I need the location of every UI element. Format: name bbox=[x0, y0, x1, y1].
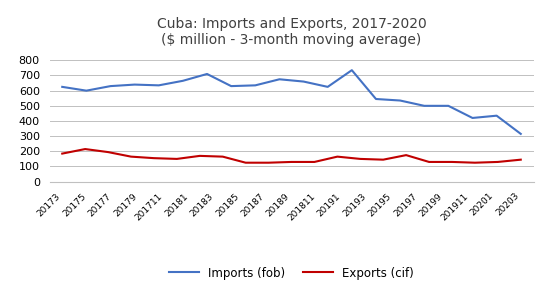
Line: Imports (fob): Imports (fob) bbox=[62, 70, 521, 134]
Exports (cif) bbox=[265, 161, 272, 164]
Imports (fob) bbox=[59, 85, 65, 88]
Legend: Imports (fob), Exports (cif): Imports (fob), Exports (cif) bbox=[164, 262, 419, 285]
Imports (fob) bbox=[324, 85, 331, 88]
Imports (fob) bbox=[156, 84, 162, 87]
Imports (fob) bbox=[252, 84, 258, 87]
Imports (fob) bbox=[276, 78, 283, 81]
Imports (fob) bbox=[469, 116, 476, 120]
Imports (fob) bbox=[493, 114, 500, 117]
Imports (fob) bbox=[300, 80, 307, 83]
Imports (fob) bbox=[349, 69, 355, 72]
Exports (cif) bbox=[426, 160, 432, 164]
Imports (fob) bbox=[131, 83, 138, 86]
Exports (cif) bbox=[105, 150, 112, 154]
Exports (cif) bbox=[449, 160, 455, 164]
Exports (cif) bbox=[403, 153, 409, 157]
Exports (cif) bbox=[357, 157, 364, 161]
Title: Cuba: Imports and Exports, 2017-2020
($ million - 3-month moving average): Cuba: Imports and Exports, 2017-2020 ($ … bbox=[157, 17, 426, 47]
Exports (cif) bbox=[288, 160, 295, 164]
Exports (cif) bbox=[59, 152, 65, 155]
Exports (cif) bbox=[334, 155, 340, 159]
Exports (cif) bbox=[243, 161, 249, 164]
Exports (cif) bbox=[518, 158, 524, 161]
Exports (cif) bbox=[128, 155, 134, 159]
Imports (fob) bbox=[445, 104, 452, 108]
Exports (cif) bbox=[151, 156, 157, 160]
Imports (fob) bbox=[373, 97, 380, 101]
Imports (fob) bbox=[421, 104, 427, 108]
Exports (cif) bbox=[174, 157, 180, 161]
Imports (fob) bbox=[397, 99, 403, 102]
Exports (cif) bbox=[311, 160, 318, 164]
Exports (cif) bbox=[494, 160, 501, 164]
Imports (fob) bbox=[180, 79, 186, 83]
Exports (cif) bbox=[82, 147, 89, 151]
Line: Exports (cif): Exports (cif) bbox=[62, 149, 521, 163]
Imports (fob) bbox=[204, 72, 210, 76]
Imports (fob) bbox=[107, 84, 114, 88]
Imports (fob) bbox=[83, 89, 90, 92]
Imports (fob) bbox=[228, 84, 234, 88]
Exports (cif) bbox=[471, 161, 478, 164]
Imports (fob) bbox=[518, 132, 524, 136]
Exports (cif) bbox=[219, 155, 226, 159]
Exports (cif) bbox=[196, 154, 203, 158]
Exports (cif) bbox=[380, 158, 387, 161]
